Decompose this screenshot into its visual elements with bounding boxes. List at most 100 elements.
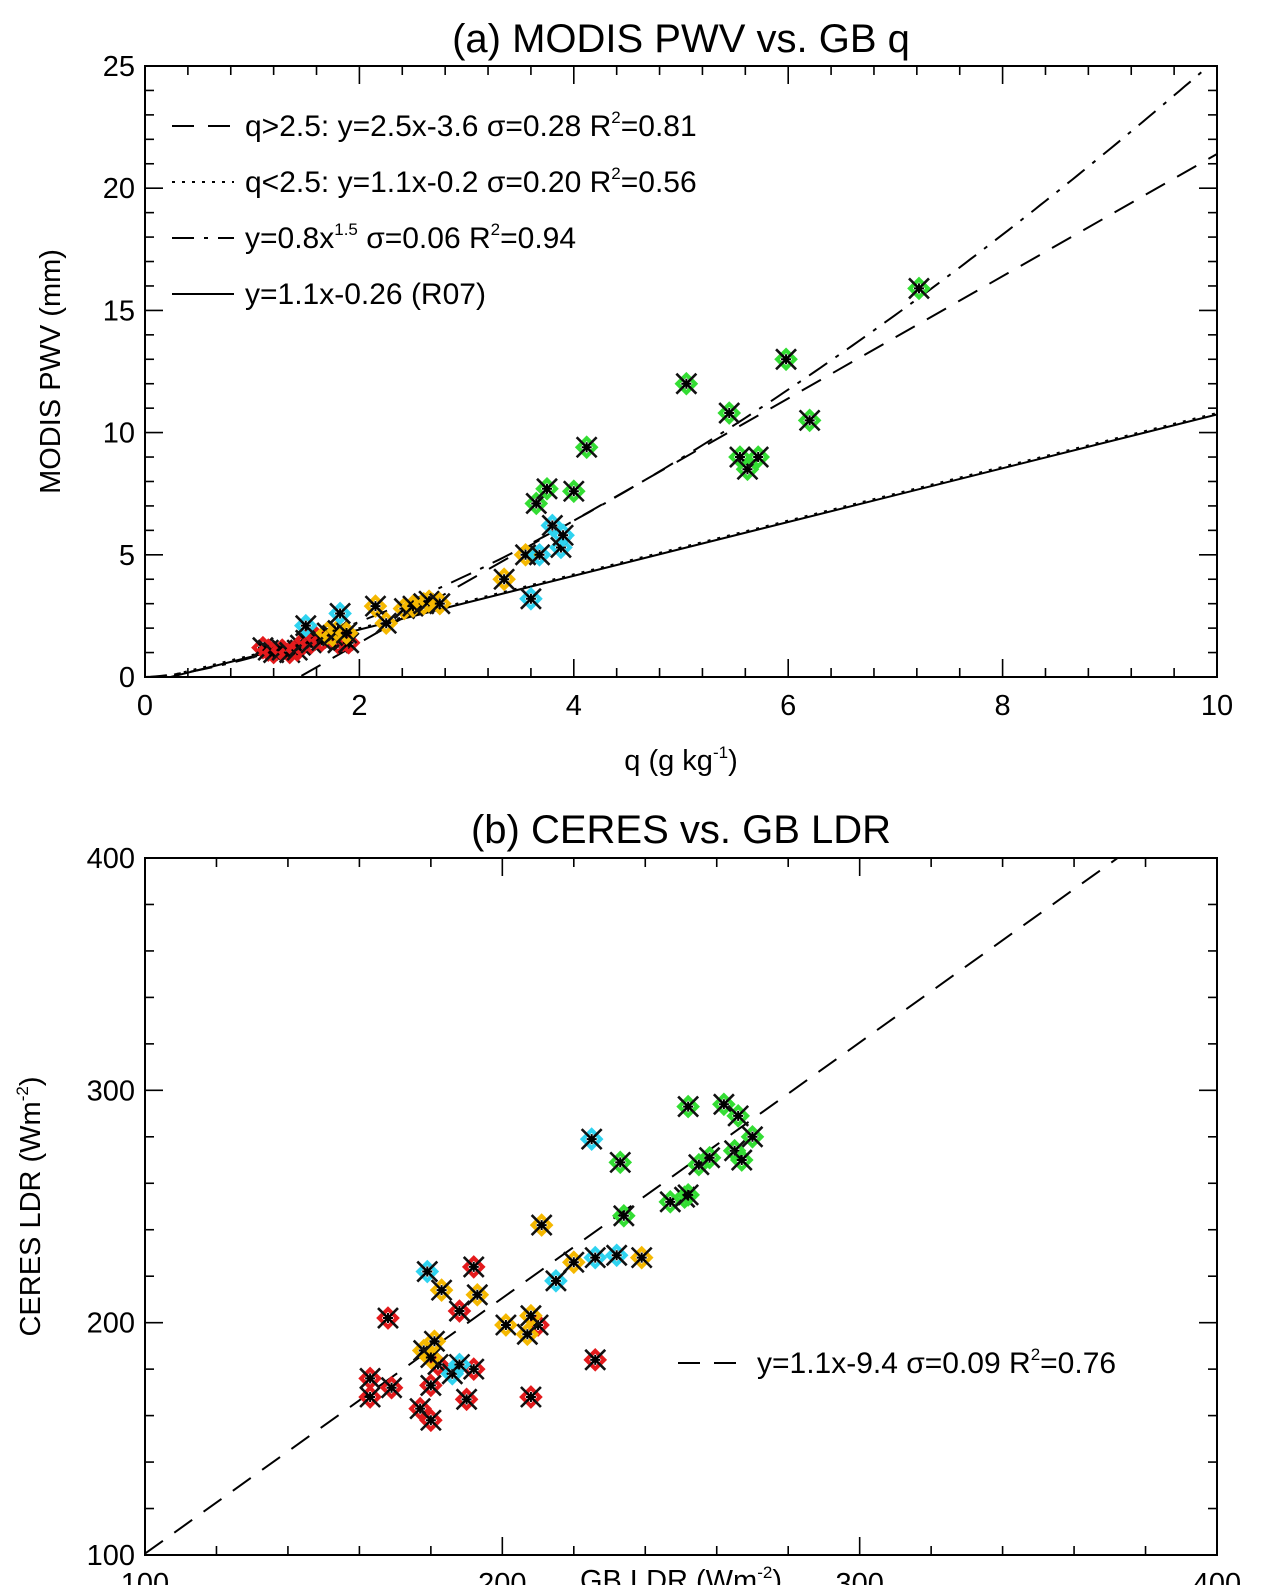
point-diamond — [461, 1357, 486, 1381]
point-asterisk — [370, 601, 381, 612]
data-point — [376, 1306, 400, 1330]
y-tick-label: 0 — [119, 662, 135, 694]
point-asterisk — [499, 574, 510, 585]
legend-label-post: =0.56 — [621, 166, 697, 199]
data-point — [676, 1094, 700, 1119]
data-point — [419, 1373, 443, 1398]
data-point — [363, 594, 388, 618]
chart-a: (a) MODIS PWV vs. GB q 0 2 4 6 8 10 0 5 10 15 20 25 q… — [35, 17, 1233, 777]
y-tick-label: 100 — [87, 1540, 135, 1572]
x-axis-label-text: q (g kg — [624, 745, 713, 777]
data-point — [358, 1366, 382, 1391]
data-point — [422, 1329, 447, 1354]
point-diamond — [629, 1245, 654, 1270]
point-asterisk — [568, 486, 579, 497]
y-tick-label: 400 — [87, 843, 135, 875]
point-asterisk — [724, 408, 735, 419]
point-diamond — [608, 1150, 633, 1175]
data-point — [529, 1213, 554, 1237]
point-diamond — [797, 408, 822, 433]
point-diamond — [674, 371, 699, 396]
data-point — [697, 1145, 722, 1170]
point-asterisk — [590, 1354, 601, 1365]
data-point — [797, 408, 822, 433]
point-asterisk — [300, 620, 311, 631]
y-axis-label-tail: ) — [15, 1076, 47, 1086]
point-diamond — [729, 1148, 754, 1172]
point-asterisk — [536, 1220, 547, 1231]
legend: q>2.5: y=2.5x-3.6 σ=0.28 R2=0.81q<2.5: y… — [172, 108, 697, 311]
data-point — [328, 601, 352, 626]
point-diamond — [419, 1408, 443, 1433]
data-point — [535, 476, 559, 501]
point-diamond — [697, 1145, 722, 1170]
point-diamond — [465, 1282, 490, 1307]
fit-line-dashdot — [145, 66, 1211, 677]
plot-frame — [144, 65, 1218, 678]
point-asterisk — [468, 1261, 479, 1272]
point-asterisk — [454, 1306, 465, 1317]
legend-label-text: y=1.1x-9.4 σ=0.09 R — [757, 1347, 1031, 1380]
y-axis-label: CERES LDR (Wm-2) — [13, 1076, 47, 1336]
data-point — [293, 613, 318, 638]
data-point — [717, 401, 742, 425]
point-diamond — [527, 542, 552, 567]
data-point — [519, 1385, 543, 1409]
x-axis-label-text: GB LDR (Wm — [580, 1565, 757, 1585]
point-diamond — [447, 1352, 472, 1377]
point-diamond — [907, 276, 931, 301]
data-point — [465, 1282, 490, 1307]
point-asterisk — [531, 498, 542, 509]
legend-label: y=1.1x-9.4 σ=0.09 R2=0.76 — [757, 1345, 1116, 1380]
data-point — [574, 435, 599, 460]
data-point — [415, 1259, 440, 1284]
point-asterisk — [422, 1266, 433, 1277]
legend-label-post: =0.76 — [1040, 1347, 1116, 1380]
ticks — [144, 857, 1218, 1556]
point-asterisk — [618, 1210, 629, 1221]
point-asterisk — [500, 1319, 511, 1330]
fit-lines — [145, 858, 1120, 1555]
legend-label-text: q>2.5: y=2.5x-3.6 σ=0.28 R — [245, 110, 611, 143]
x-tick-label: 10 — [1201, 690, 1233, 722]
legend-label-post2: =0.94 — [500, 222, 576, 255]
point-diamond — [461, 1255, 486, 1279]
legend-label-text: y=0.8x — [245, 222, 334, 255]
data-point — [419, 1408, 443, 1433]
y-axis-label-text: CERES LDR (Wm — [15, 1101, 47, 1336]
point-diamond — [519, 586, 543, 611]
data-point — [374, 611, 399, 636]
point-diamond — [551, 523, 575, 548]
legend-label: q<2.5: y=1.1x-0.2 σ=0.20 R2=0.56 — [245, 164, 697, 199]
point-diamond — [415, 1259, 440, 1284]
point-diamond — [494, 1313, 518, 1337]
point-diamond — [524, 491, 549, 516]
legend-label-sup2: 2 — [491, 220, 500, 239]
point-asterisk — [381, 618, 392, 629]
data-point — [429, 1278, 454, 1302]
point-asterisk — [781, 354, 792, 365]
data-point — [447, 1352, 472, 1377]
point-diamond — [376, 1306, 400, 1330]
plot-frame — [144, 857, 1218, 1556]
point-diamond — [583, 1245, 608, 1270]
point-diamond — [379, 1375, 404, 1400]
legend-label-post: σ=0.06 R — [358, 222, 491, 255]
data-point — [712, 1092, 736, 1117]
y-axis-label: MODIS PWV (mm) — [35, 249, 67, 494]
data-point — [729, 1148, 754, 1172]
point-asterisk — [522, 1329, 533, 1340]
point-diamond — [774, 347, 798, 372]
data-point — [561, 1250, 586, 1275]
point-asterisk — [558, 530, 569, 541]
y-tick-label: 300 — [87, 1075, 135, 1107]
point-asterisk — [382, 1313, 393, 1324]
point-diamond — [561, 1250, 586, 1275]
data-point — [334, 621, 359, 645]
point-diamond — [422, 1329, 447, 1354]
point-diamond — [529, 1213, 554, 1237]
data-point — [740, 1124, 765, 1149]
data-point — [774, 347, 798, 372]
data-point — [447, 1299, 472, 1323]
